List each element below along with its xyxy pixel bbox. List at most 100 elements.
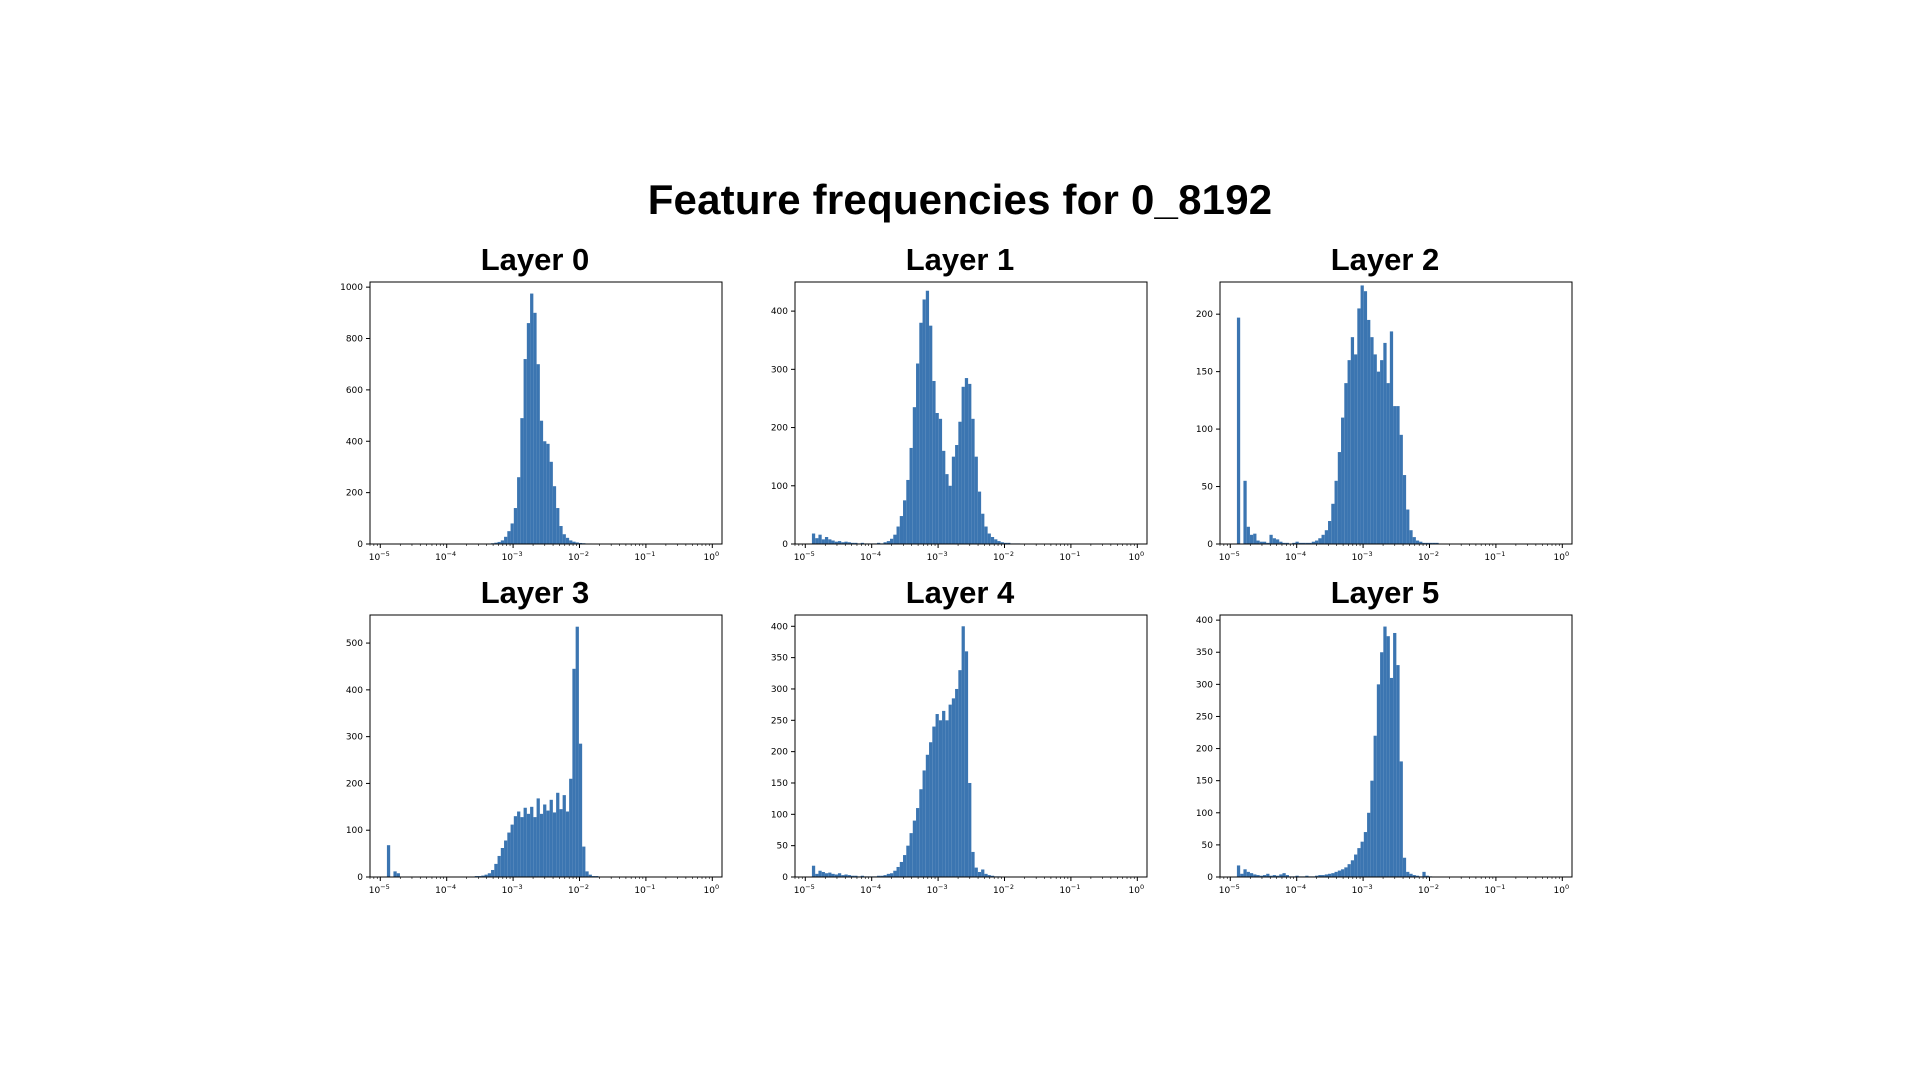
histogram-bar [971, 418, 975, 544]
histogram-bar [1256, 540, 1260, 544]
histogram-bar [997, 541, 1001, 544]
x-tick-label: 10−4 [860, 550, 881, 563]
histogram-bar [494, 542, 498, 544]
histogram-bar [1389, 331, 1394, 544]
histogram-bar [1402, 857, 1407, 877]
histogram-bar [925, 754, 930, 877]
histogram-bar [1422, 871, 1426, 877]
histogram-bar [530, 806, 534, 877]
histogram-bar [841, 542, 845, 544]
histogram-bar [1246, 526, 1250, 544]
x-tick-label: 100 [703, 883, 719, 896]
histogram-bar [1347, 360, 1351, 544]
x-tick-label: 10−5 [794, 550, 815, 563]
histogram-bar [1337, 870, 1342, 877]
histogram-bar [893, 870, 897, 877]
histogram-bar [1406, 509, 1410, 544]
histogram-bar [1402, 475, 1407, 544]
histogram-bar [860, 875, 864, 877]
y-tick-label: 150 [1196, 777, 1213, 787]
histogram-bar [396, 873, 400, 877]
histogram-bar [497, 855, 501, 877]
chart-panel-4: Layer 4 0 50 100 150 200 250 300 350 400 10−5 10−4 1… [750, 575, 1170, 915]
x-tick-label: 10−1 [1059, 550, 1080, 563]
histogram-bar [958, 670, 962, 877]
histogram-bar [393, 871, 397, 877]
histogram-bar [1282, 542, 1286, 544]
histogram-bar [1380, 360, 1384, 544]
histogram-bar [837, 541, 842, 544]
histogram-bar [890, 873, 894, 877]
histogram-bar [1266, 873, 1270, 877]
histogram-bar [1295, 875, 1299, 877]
histogram-bar [1275, 875, 1280, 877]
histogram-bar [883, 542, 887, 544]
histogram-bar [1422, 542, 1426, 544]
histogram-bar [533, 312, 537, 544]
y-tick-label: 0 [357, 873, 363, 883]
y-tick-label: 200 [771, 424, 788, 434]
histogram-bar [828, 872, 832, 877]
histogram-bar [500, 540, 505, 544]
x-tick-label: 10−1 [634, 550, 655, 563]
histogram-bar [987, 875, 991, 877]
y-tick-label: 350 [771, 654, 788, 664]
y-tick-label: 50 [1202, 841, 1214, 851]
histogram-bar [818, 534, 822, 544]
histogram-bar [1259, 541, 1263, 544]
histogram-bar [899, 516, 904, 544]
histogram-bar [494, 863, 498, 877]
histogram-bar [1425, 542, 1429, 544]
histogram-bar [945, 720, 949, 877]
histogram-bar [1396, 406, 1400, 544]
chart-panel-5: Layer 5 0 50 100 150 200 250 300 350 400 10−5 10−4 1… [1175, 575, 1595, 915]
y-tick-label: 100 [1196, 425, 1213, 435]
histogram-bar [951, 698, 956, 877]
histogram-bar [1285, 875, 1289, 877]
histogram-bar [1363, 291, 1368, 544]
x-tick-label: 10−5 [794, 883, 815, 896]
y-tick-label: 300 [771, 685, 788, 695]
histogram-bar [1321, 875, 1325, 877]
x-tick-label: 10−4 [435, 550, 456, 563]
histogram-bar [1393, 406, 1397, 544]
chart-title: Layer 2 [1330, 242, 1440, 277]
histogram-bar [500, 847, 505, 877]
histogram-bar [1328, 521, 1332, 544]
histogram-bar [961, 386, 965, 544]
histogram-bar [968, 782, 972, 877]
histogram-bar [938, 418, 943, 544]
y-tick-label: 600 [346, 386, 363, 396]
x-tick-label: 10−2 [993, 883, 1014, 896]
y-tick-label: 0 [782, 540, 788, 550]
histogram-bar [513, 816, 518, 877]
histogram-bar [1386, 383, 1390, 544]
histogram-bar [1269, 875, 1273, 877]
x-tick-label: 10−5 [1219, 550, 1240, 563]
histogram-bar [578, 743, 583, 877]
histogram-bar [890, 538, 894, 544]
histogram-bar [1367, 812, 1371, 877]
histogram-bar [942, 710, 946, 877]
histogram-bar [481, 875, 485, 877]
histogram-bar [958, 421, 962, 544]
histogram-bar [1003, 542, 1008, 544]
histogram-bar [504, 536, 508, 544]
histogram-bar [1419, 541, 1423, 544]
y-tick-label: 500 [346, 639, 363, 649]
histogram-bar [984, 873, 988, 877]
histogram-bar [922, 299, 926, 544]
histogram-bar [880, 875, 884, 877]
chart-title: Layer 5 [1330, 575, 1440, 610]
histogram-bar [487, 873, 492, 877]
histogram-bar [837, 873, 842, 877]
y-tick-label: 100 [1196, 809, 1213, 819]
y-tick-label: 800 [346, 335, 363, 345]
histogram-bar [1331, 873, 1335, 877]
histogram-bar [899, 861, 904, 877]
histogram-bar [1249, 534, 1254, 544]
histogram-bar [1393, 632, 1397, 877]
histogram-bar [1324, 530, 1329, 544]
y-tick-label: 200 [1196, 310, 1213, 320]
histogram-bar [572, 541, 576, 544]
